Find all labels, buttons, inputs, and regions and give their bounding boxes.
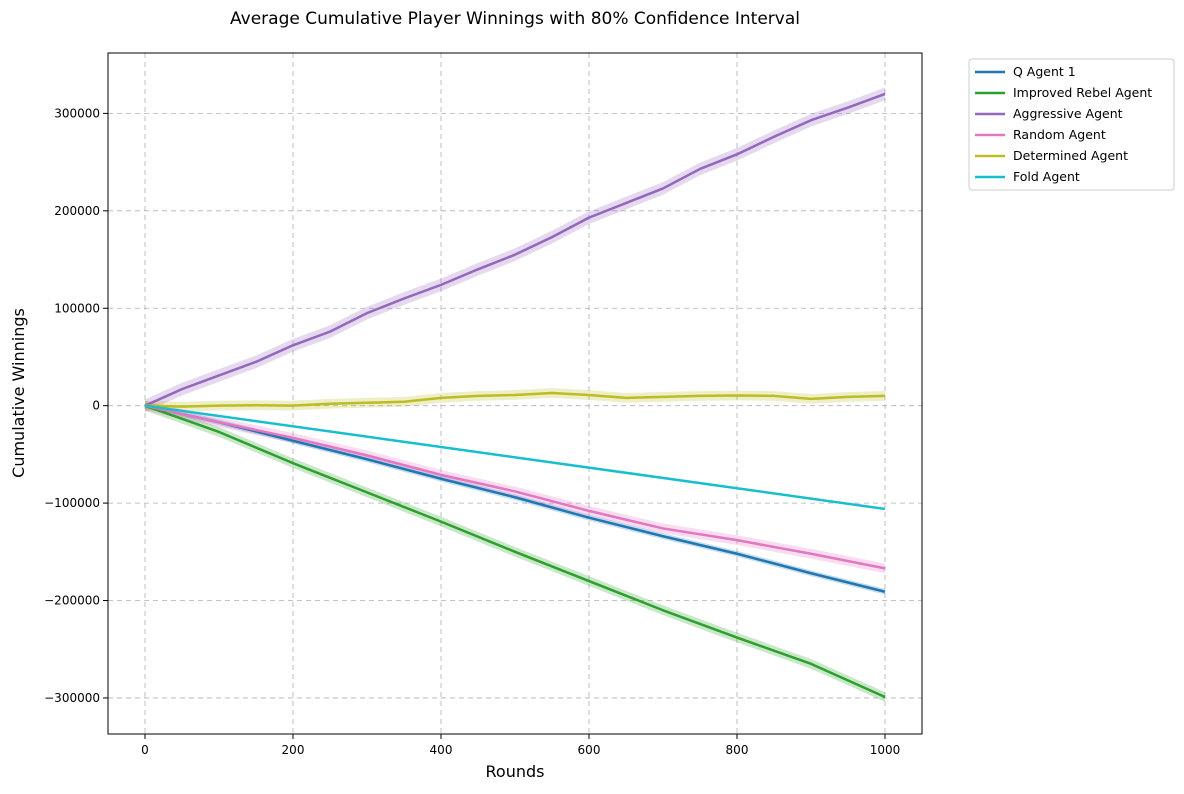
chart-title: Average Cumulative Player Winnings with … [230,9,800,29]
series-line-2 [144,404,886,699]
legend-label-3: Aggressive Agent [1013,106,1123,121]
y-tick-label: 100000 [54,301,100,315]
y-axis: −300000 −200000 −100000 0 100000 200000 300000 [44,106,108,705]
legend-frame [968,58,1175,191]
ci-band-4 [145,400,885,574]
plot-area-frame [107,52,923,735]
x-tick-label: 400 [430,743,453,757]
y-tick-label: 0 [92,399,100,413]
x-tick-label: 0 [141,743,149,757]
x-axis-label: Rounds [486,762,545,781]
legend: Q Agent 1 Improved Rebel Agent Aggressive … [968,58,1175,191]
x-tick-label: 200 [282,743,305,757]
y-tick-label: −300000 [44,691,100,705]
legend-label-1: Q Agent 1 [1013,64,1076,79]
x-axis: 0 200 400 600 800 1000 [141,734,900,757]
y-tick-label: 300000 [54,106,100,120]
series-lines [144,92,886,699]
legend-label-6: Fold Agent [1013,169,1080,184]
series-line-6 [144,404,886,511]
x-tick-label: 800 [726,743,749,757]
series-line-4 [144,404,886,570]
ci-band-5 [145,388,885,412]
y-tick-label: −200000 [44,594,100,608]
legend-label-4: Random Agent [1013,127,1106,142]
y-tick-label: −100000 [44,496,100,510]
legend-label-5: Determined Agent [1013,148,1128,163]
series-line-3 [144,92,886,407]
x-tick-label: 1000 [870,743,901,757]
y-axis-label: Cumulative Winnings [9,308,28,478]
series-line-1 [144,404,886,593]
series-line-5 [144,391,886,408]
x-tick-label: 600 [578,743,601,757]
legend-label-2: Improved Rebel Agent [1013,85,1152,100]
y-tick-label: 200000 [54,204,100,218]
